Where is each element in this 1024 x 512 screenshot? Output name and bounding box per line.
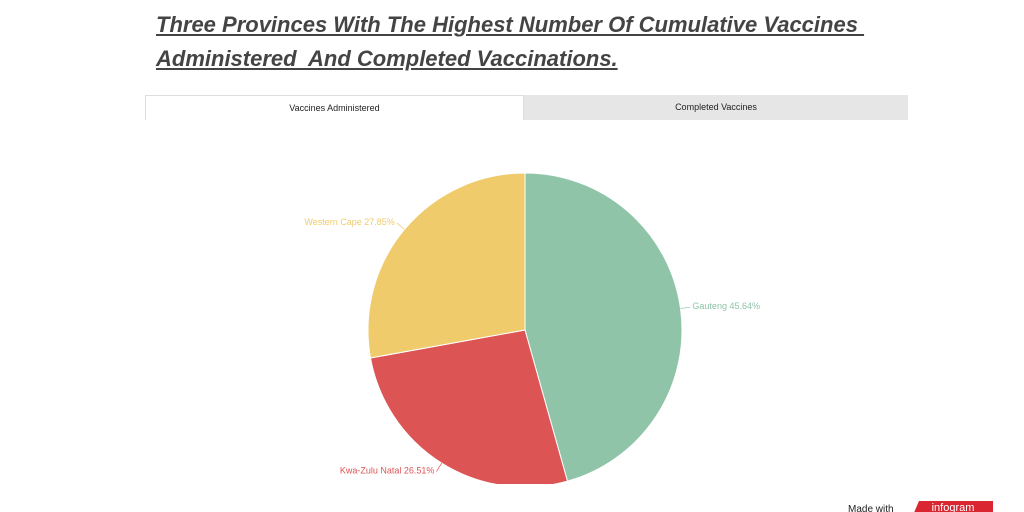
leader-line bbox=[680, 306, 691, 309]
tab-active[interactable]: Vaccines Administered bbox=[145, 95, 524, 120]
slice-name: Western Cape bbox=[304, 217, 361, 227]
slice-value: 27.85% bbox=[364, 217, 395, 227]
title-line: Administered And Completed Vaccinations. bbox=[156, 46, 618, 71]
made-with: Made with bbox=[848, 504, 894, 512]
slice-label: Gauteng 45.64% bbox=[692, 302, 760, 312]
slice-name: Kwa-Zulu Natal bbox=[340, 466, 402, 476]
brand[interactable]: infogram bbox=[913, 501, 993, 512]
tab[interactable]: Completed Vaccines bbox=[524, 95, 908, 120]
pie-slice bbox=[367, 172, 526, 359]
slice-label: Western Cape 27.85% bbox=[304, 217, 394, 227]
slice-value: 26.51% bbox=[404, 466, 435, 476]
slice-value: 45.64% bbox=[729, 302, 760, 312]
leader-line bbox=[396, 222, 405, 230]
leader-line bbox=[436, 462, 443, 472]
slice-name: Gauteng bbox=[692, 302, 727, 312]
title-line: Three Provinces With The Highest Number … bbox=[156, 12, 865, 37]
slice-label: Kwa-Zulu Natal 26.51% bbox=[340, 466, 435, 476]
